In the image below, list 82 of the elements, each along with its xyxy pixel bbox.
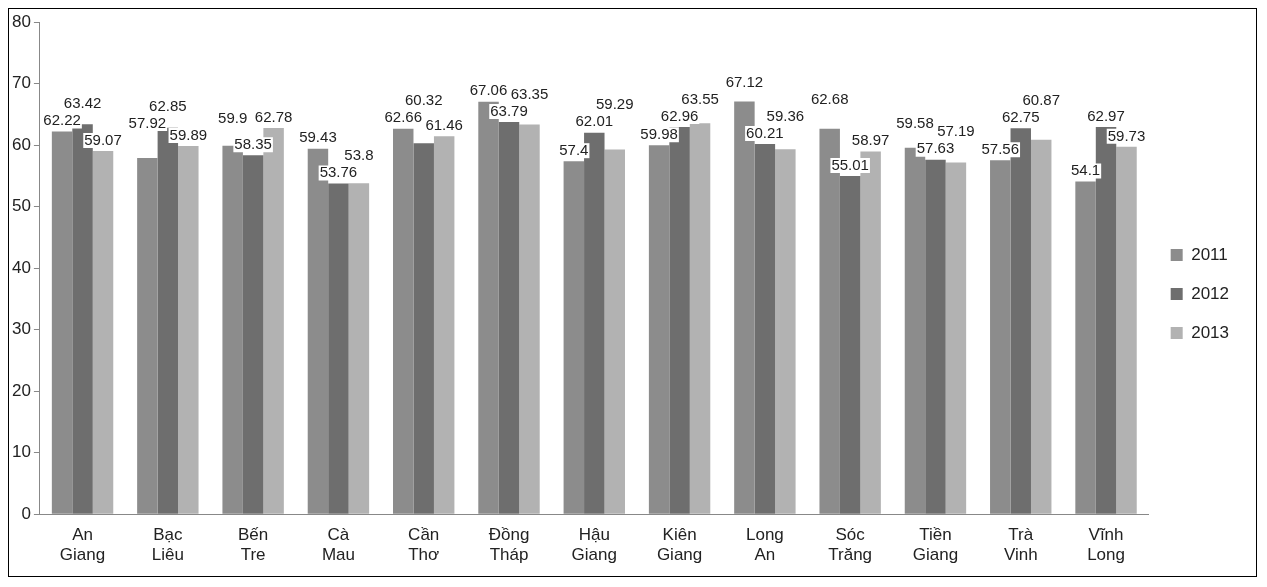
y-tick-label: 70 [11, 73, 31, 93]
data-label: 63.79 [490, 101, 528, 119]
data-label: 63.55 [681, 89, 719, 107]
x-tick-label: Vĩnh Long [1087, 525, 1125, 565]
bar [348, 183, 370, 514]
data-label: 55.01 [831, 155, 869, 173]
data-label: 53.76 [319, 163, 358, 181]
bar [1030, 139, 1052, 514]
bar [775, 149, 796, 514]
data-label: 60.21 [746, 123, 784, 141]
y-tick-label: 50 [11, 196, 31, 216]
data-label: 57.19 [937, 122, 975, 140]
bar [1116, 146, 1137, 514]
bar [92, 150, 114, 514]
data-label: 58.97 [851, 131, 890, 149]
data-label: 67.12 [725, 72, 764, 90]
x-tick-label: Bến Tre [238, 525, 269, 565]
data-label: 59.89 [169, 125, 208, 143]
x-tick-label: Sóc Trăng [828, 525, 873, 565]
data-label: 57.63 [916, 139, 955, 157]
y-tick-label: 80 [11, 11, 31, 31]
legend-label: 2011 [1191, 244, 1228, 264]
data-label: 62.01 [575, 112, 614, 130]
data-label: 62.97 [1087, 106, 1125, 124]
data-label: 53.8 [344, 146, 374, 164]
data-label: 63.42 [63, 94, 102, 112]
y-tick-label: 60 [11, 134, 31, 154]
x-tick-label: Hậu Giang [571, 525, 617, 565]
bar [519, 124, 540, 514]
x-tick-label: Trà Vinh [1003, 525, 1038, 565]
data-label: 57.56 [981, 139, 1020, 157]
data-label: 63.35 [510, 84, 549, 102]
data-label: 58.35 [234, 134, 272, 152]
data-label: 59.36 [766, 106, 805, 124]
x-tick-label: Tiền Giang [912, 525, 959, 565]
x-tick-label: An Giang [59, 525, 106, 565]
bar [413, 143, 434, 514]
x-tick-label: Kiên Giang [656, 525, 703, 565]
data-label: 60.87 [1022, 90, 1060, 108]
legend-label: 2013 [1191, 322, 1230, 342]
y-tick-label: 30 [11, 319, 31, 339]
data-label: 57.92 [128, 113, 167, 131]
bar [178, 145, 199, 514]
y-tick-label: 20 [11, 380, 31, 400]
data-label: 62.66 [384, 108, 423, 126]
x-tick-label: Long An [745, 525, 784, 565]
bar [498, 121, 520, 514]
bar [839, 175, 861, 514]
data-label: 59.58 [896, 114, 934, 132]
x-tick-label: Bạc Liêu [151, 525, 184, 565]
bar [925, 159, 946, 514]
data-label: 59.73 [1107, 126, 1146, 144]
bar [242, 155, 264, 514]
bar [328, 183, 349, 514]
data-label: 59.98 [640, 124, 678, 142]
data-label: 62.22 [43, 111, 81, 129]
data-label: 59.07 [84, 130, 122, 148]
x-tick-label: Cà Mau [321, 525, 355, 565]
y-tick-label: 10 [11, 442, 31, 462]
data-label: 62.68 [810, 89, 849, 107]
data-label: 62.78 [254, 107, 293, 125]
x-tick-label: Cần Thơ [408, 525, 440, 565]
y-tick-label: 0 [21, 503, 31, 523]
bar [945, 162, 967, 514]
data-label: 59.43 [299, 128, 337, 146]
data-label: 62.75 [1001, 107, 1040, 125]
y-tick-label: 40 [11, 257, 31, 277]
legend-label: 2012 [1191, 283, 1230, 303]
x-tick-label: Đồng Tháp [488, 525, 530, 565]
data-label: 59.9 [218, 108, 248, 126]
data-label: 62.85 [149, 96, 187, 114]
bar [433, 136, 455, 514]
bar [689, 123, 711, 514]
data-label: 62.96 [660, 106, 699, 124]
data-label: 60.32 [404, 91, 443, 109]
data-label: 54.1 [1070, 161, 1101, 179]
data-label: 67.06 [469, 81, 508, 99]
data-label: 59.29 [595, 95, 634, 113]
data-label: 57.4 [559, 140, 589, 158]
bar [604, 149, 625, 514]
data-label: 61.46 [425, 115, 463, 133]
bar [754, 143, 776, 514]
